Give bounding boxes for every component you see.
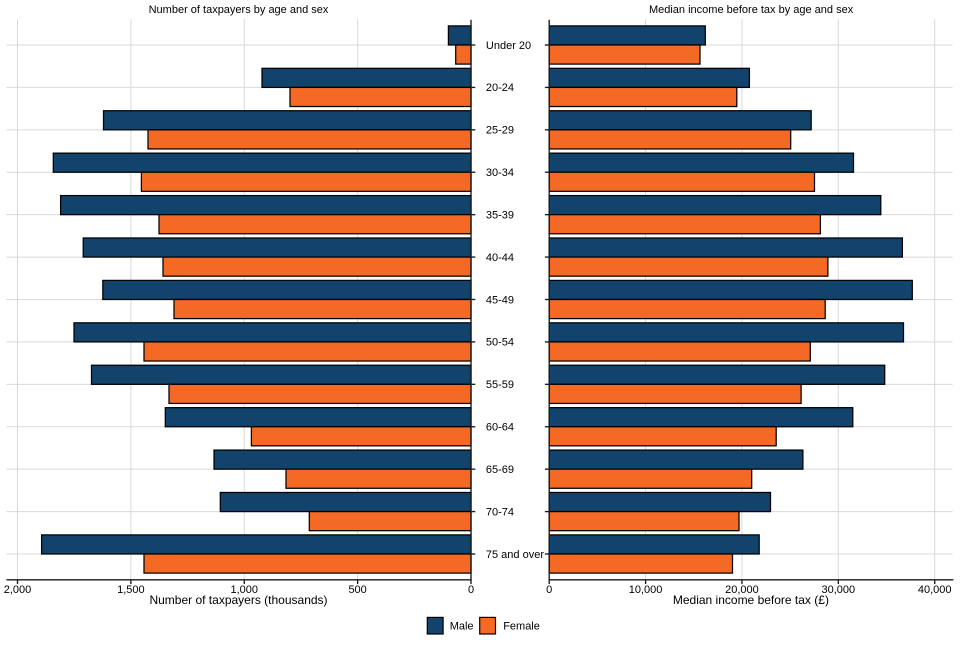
svg-text:40-44: 40-44 (486, 252, 514, 264)
svg-text:30-34: 30-34 (486, 167, 514, 179)
svg-text:20-24: 20-24 (486, 82, 514, 94)
svg-text:70-74: 70-74 (486, 506, 514, 518)
svg-text:30,000: 30,000 (822, 584, 856, 596)
svg-text:Median income before tax (£): Median income before tax (£) (673, 593, 829, 607)
svg-text:2,000: 2,000 (4, 584, 32, 596)
svg-text:0: 0 (468, 584, 474, 596)
svg-text:55-59: 55-59 (486, 379, 514, 391)
svg-text:65-69: 65-69 (486, 464, 514, 476)
svg-text:Median income before tax by ag: Median income before tax by age and sex (649, 4, 854, 16)
svg-text:20,000: 20,000 (725, 584, 759, 596)
svg-text:Number of taxpayers by age and: Number of taxpayers by age and sex (149, 4, 329, 16)
svg-text:50-54: 50-54 (486, 337, 514, 349)
svg-text:40,000: 40,000 (918, 584, 952, 596)
svg-text:0: 0 (546, 584, 552, 596)
svg-text:35-39: 35-39 (486, 209, 514, 221)
svg-text:Under 20: Under 20 (486, 40, 531, 52)
svg-text:10,000: 10,000 (629, 584, 663, 596)
svg-text:60-64: 60-64 (486, 422, 514, 434)
svg-text:1,500: 1,500 (117, 584, 145, 596)
svg-text:Male: Male (450, 620, 474, 632)
svg-text:25-29: 25-29 (486, 125, 514, 137)
svg-text:45-49: 45-49 (486, 294, 514, 306)
svg-text:Number of taxpayers (thousands: Number of taxpayers (thousands) (149, 593, 327, 607)
svg-text:Female: Female (503, 620, 540, 632)
svg-text:500: 500 (348, 584, 366, 596)
svg-text:75 and over: 75 and over (486, 549, 544, 561)
svg-text:1,000: 1,000 (230, 584, 258, 596)
